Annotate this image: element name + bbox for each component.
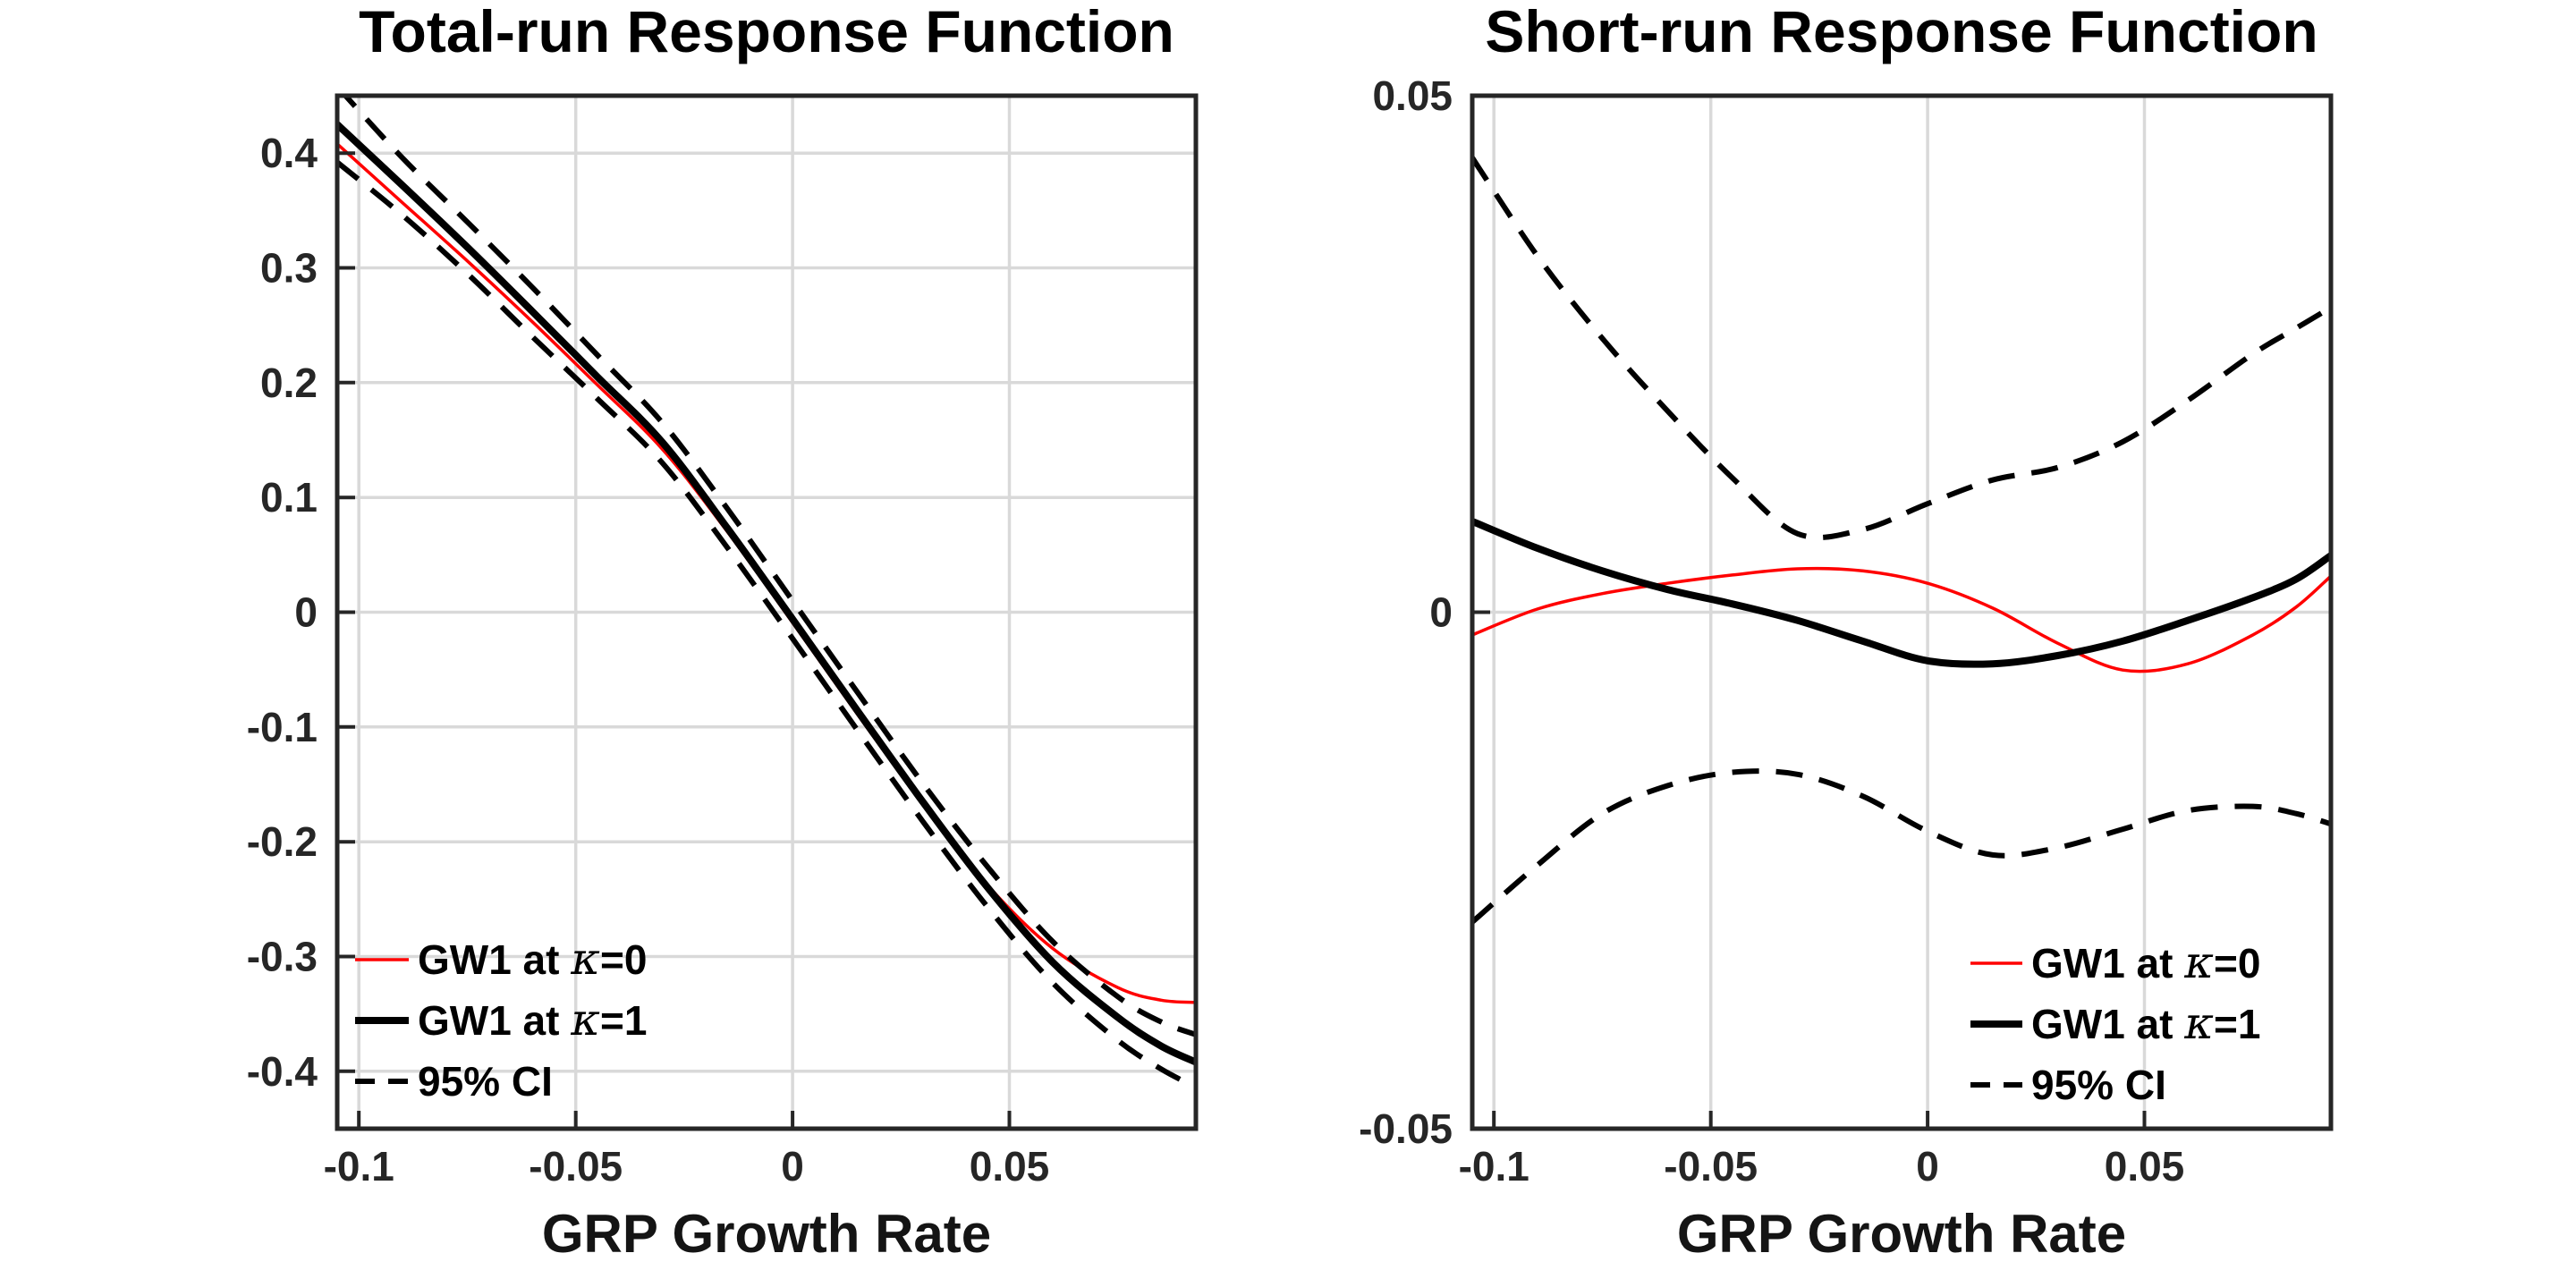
y-tick-label: 0.05 — [1372, 72, 1453, 119]
x-tick-label: 0.05 — [2105, 1143, 2185, 1190]
plot-title: Total-run Response Function — [359, 0, 1174, 64]
series-95%-ci-lower — [1472, 768, 2331, 925]
data-curves — [1472, 156, 2331, 925]
series-gw1-at-1 — [337, 122, 1196, 1066]
y-tick-label: -0.4 — [247, 1048, 318, 1095]
y-tick-label: -0.05 — [1359, 1105, 1453, 1152]
legend: GW1 at κ=0 GW1 at κ=1 95% CI — [1970, 936, 2261, 1108]
legend-label: GW1 at κ=1 — [418, 994, 648, 1046]
x-axis-label: GRP Growth Rate — [1677, 1204, 2126, 1264]
x-tick-label: -0.05 — [529, 1143, 623, 1190]
y-tick-label: 0.2 — [260, 360, 318, 406]
y-tick-label: 0.1 — [260, 474, 318, 521]
y-tick-label: 0 — [1429, 589, 1453, 636]
y-tick-label: -0.2 — [247, 818, 318, 865]
plot-title: Short-run Response Function — [1485, 0, 2318, 64]
series-gw1-at-0 — [1472, 566, 2331, 673]
legend-label: GW1 at κ=0 — [418, 933, 648, 985]
gridlines — [337, 96, 1196, 1129]
x-tick-label: -0.1 — [1459, 1143, 1530, 1190]
axes-box — [1470, 93, 2334, 1131]
series-95%-ci-lower — [337, 160, 1196, 1090]
tick-labels: -0.1 -0.05 0 0.05 0.4 0.3 0.2 0.1 0 -0.1 -0.2 -0.3 -… — [247, 130, 1050, 1190]
x-tick-label: 0 — [781, 1143, 804, 1190]
series-gw1-at-1 — [1472, 518, 2331, 668]
legend-label: 95% CI — [418, 1058, 553, 1105]
y-tick-label: -0.1 — [247, 704, 318, 750]
x-axis-label: GRP Growth Rate — [542, 1204, 991, 1264]
x-tick-label: 0.05 — [970, 1143, 1050, 1190]
axes-box — [335, 93, 1199, 1131]
tick-labels: -0.1 -0.05 0 0.050.050-0.05 — [1359, 72, 2184, 1190]
legend-label: GW1 at κ=1 — [2031, 997, 2261, 1049]
x-tick-label: -0.1 — [324, 1143, 394, 1190]
data-curves — [337, 96, 1196, 1090]
y-tick-label: -0.3 — [247, 934, 318, 980]
x-tick-label: -0.05 — [1664, 1143, 1758, 1190]
legend: GW1 at κ=0 GW1 at κ=1 95% CI — [355, 933, 648, 1105]
series-95%-ci-upper — [342, 96, 1196, 1037]
y-tick-label: 0 — [294, 589, 318, 636]
y-tick-label: 0.3 — [260, 245, 318, 292]
y-tick-label: 0.4 — [260, 130, 318, 176]
x-tick-label: 0 — [1916, 1143, 1939, 1190]
legend-label: GW1 at κ=0 — [2031, 936, 2261, 988]
series-95%-ci-upper — [1472, 156, 2331, 541]
legend-label: 95% CI — [2031, 1062, 2166, 1108]
series-gw1-at-0 — [337, 142, 1196, 1004]
plot-total-run: -0.1 -0.05 0 0.05 0.4 0.3 0.2 0.1 0 -0.1 -0.2 -0.3 -… — [247, 0, 1199, 1264]
